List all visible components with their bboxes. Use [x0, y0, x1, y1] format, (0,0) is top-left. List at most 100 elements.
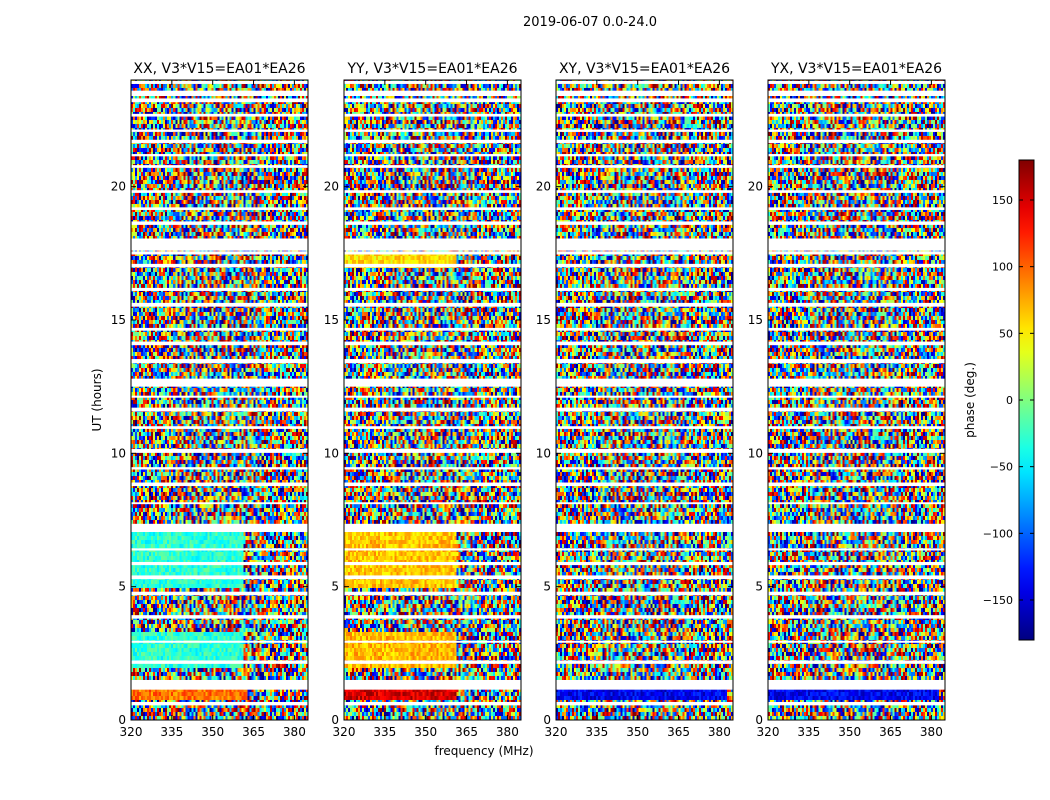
flagged-row: [131, 591, 308, 596]
flagged-row: [131, 680, 308, 687]
y-tick-label: 0: [118, 713, 126, 727]
flagged-row: [131, 287, 308, 291]
x-tick-label: 365: [242, 725, 265, 739]
x-tick-label: 320: [757, 725, 780, 739]
flagged-row: [556, 561, 733, 566]
flagged-row: [768, 263, 945, 268]
flagged-row: [131, 165, 308, 168]
flagged-row: [768, 98, 945, 103]
flagged-row: [344, 561, 521, 566]
flagged-row: [768, 482, 945, 487]
flagged-row: [556, 701, 733, 706]
flagged-row: [131, 302, 308, 307]
flagged-row: [768, 467, 945, 470]
flagged-row: [556, 98, 733, 103]
flagged-row: [768, 154, 945, 157]
colorbar: −150 −100 −50 0 50 100 150: [983, 159, 1035, 641]
flagged-row: [131, 113, 308, 117]
colorbar-label: phase (deg.): [963, 362, 977, 438]
x-tick-label: 380: [920, 725, 943, 739]
flagged-row: [131, 327, 308, 331]
x-tick-label: 350: [201, 725, 224, 739]
flagged-row: [768, 407, 945, 412]
x-axis-label: frequency (MHz): [434, 744, 533, 758]
flagged-row: [768, 502, 945, 505]
phase-heatmap: [131, 80, 308, 720]
flagged-row: [344, 615, 521, 619]
flagged-row: [131, 407, 308, 412]
plot-frame: [130, 79, 309, 721]
flagged-row: [131, 378, 308, 387]
phase-heatmap: [768, 80, 945, 720]
colorbar-tick-label: 0: [1006, 394, 1013, 407]
y-tick-label: 0: [543, 713, 551, 727]
flagged-row: [556, 548, 733, 551]
flagged-row: [556, 207, 733, 210]
y-tick-label: 10: [111, 446, 126, 460]
flagged-row: [131, 482, 308, 487]
flagged-row: [768, 287, 945, 291]
flagged-row: [768, 448, 945, 453]
flagged-row: [556, 139, 733, 144]
flagged-row: [556, 395, 733, 398]
flagged-row: [131, 525, 308, 532]
panel-title: YX, V3*V15=EA01*EA26: [770, 61, 942, 77]
colorbar-tick-label: 150: [992, 194, 1013, 207]
x-tick-label: 380: [496, 725, 519, 739]
flagged-row: [344, 426, 521, 429]
y-tick-label: 5: [755, 580, 763, 594]
y-tick-label: 5: [543, 580, 551, 594]
colorbar-tick-label: −50: [990, 461, 1013, 474]
y-tick-label: 20: [111, 180, 126, 194]
y-tick-label: 0: [331, 713, 339, 727]
plot-frame: [555, 79, 734, 721]
flagged-row: [131, 701, 308, 706]
x-tick-label: 335: [585, 725, 608, 739]
x-tick-label: 320: [120, 725, 143, 739]
plot-frame: [767, 79, 946, 721]
flagged-row: [131, 251, 308, 255]
flagged-row: [344, 327, 521, 331]
flagged-row: [344, 190, 521, 193]
flagged-row: [556, 327, 733, 331]
flagged-row: [556, 359, 733, 364]
flagged-row: [131, 561, 308, 566]
y-tick-label: 10: [536, 446, 551, 460]
flagged-row: [556, 680, 733, 687]
flagged-row: [344, 287, 521, 291]
flagged-row: [768, 207, 945, 210]
panel-yx: YX, V3*V15=EA01*EA26 320 335 350 365 380 0 5 10 1…: [748, 61, 946, 739]
flagged-row: [556, 482, 733, 487]
flagged-row: [556, 240, 733, 251]
flagged-row: [768, 615, 945, 619]
flagged-row: [344, 575, 521, 580]
flagged-row: [556, 129, 733, 132]
flagged-row: [344, 482, 521, 487]
figure-title: 2019-06-07 0.0-24.0: [523, 15, 657, 30]
flagged-row: [344, 407, 521, 412]
flagged-row: [131, 426, 308, 429]
x-tick-label: 320: [545, 725, 568, 739]
flagged-row: [768, 302, 945, 307]
panel-xx: XX, V3*V15=EA01*EA26 320 335 350 365 380 0 5 10 1…: [111, 61, 309, 739]
x-tick-label: 320: [333, 725, 356, 739]
flagged-row: [768, 680, 945, 687]
plot-frame: [343, 79, 522, 721]
x-tick-label: 350: [626, 725, 649, 739]
flagged-row: [768, 591, 945, 596]
x-tick-label: 350: [414, 725, 437, 739]
x-tick-label: 350: [838, 725, 861, 739]
flagged-row: [131, 686, 308, 690]
flagged-row: [556, 615, 733, 619]
flagged-row: [556, 113, 733, 117]
flagged-row: [131, 660, 308, 664]
flagged-row: [344, 660, 521, 664]
x-tick-label: 335: [797, 725, 820, 739]
flagged-row: [556, 426, 733, 429]
panel-title: YY, V3*V15=EA01*EA26: [346, 61, 517, 77]
panel-title: XX, V3*V15=EA01*EA26: [133, 61, 305, 77]
flagged-row: [344, 113, 521, 117]
flagged-row: [768, 240, 945, 251]
flagged-row: [768, 640, 945, 643]
flagged-row: [131, 448, 308, 453]
